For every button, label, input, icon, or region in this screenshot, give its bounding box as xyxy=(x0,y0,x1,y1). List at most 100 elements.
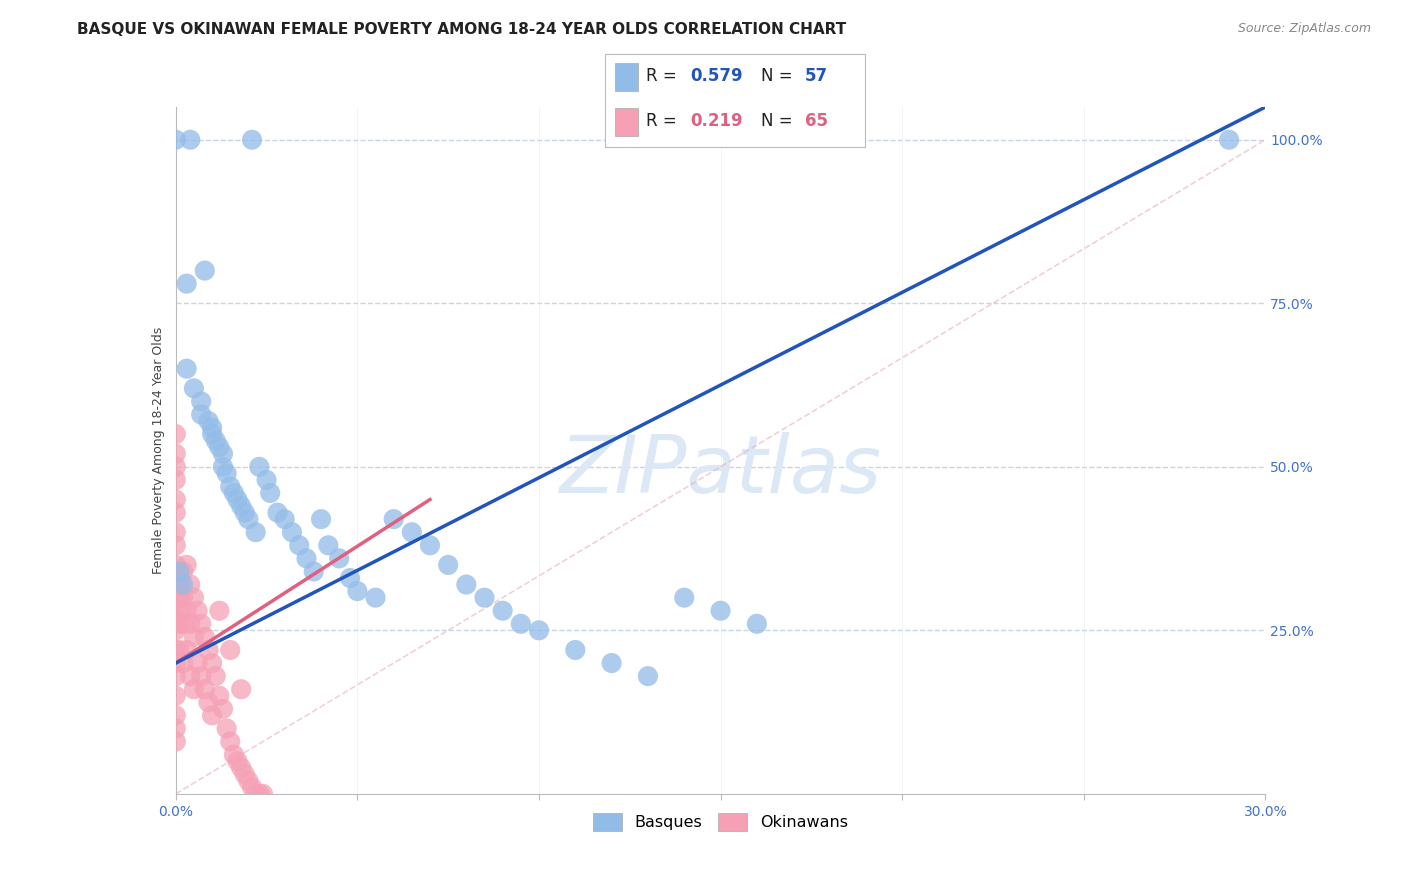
Point xyxy=(212,447,235,461)
Point xyxy=(169,604,191,618)
Point xyxy=(201,427,224,442)
Point xyxy=(176,604,198,618)
Point xyxy=(176,558,198,572)
Point xyxy=(318,538,340,552)
Text: 57: 57 xyxy=(804,67,828,85)
Point xyxy=(165,610,187,624)
Point xyxy=(190,394,212,409)
Point xyxy=(238,512,260,526)
Point xyxy=(266,506,288,520)
Point xyxy=(186,604,209,618)
Point xyxy=(165,689,187,703)
Point xyxy=(165,473,187,487)
Point xyxy=(364,591,387,605)
Point xyxy=(419,538,441,552)
Point xyxy=(190,669,212,683)
Point xyxy=(197,695,219,709)
Point xyxy=(176,361,198,376)
Point xyxy=(233,767,256,781)
Point xyxy=(474,591,496,605)
Point xyxy=(186,656,209,670)
Point xyxy=(172,616,194,631)
Point xyxy=(673,591,696,605)
Point xyxy=(437,558,460,572)
Point xyxy=(215,722,238,736)
Point xyxy=(165,459,187,474)
Point xyxy=(527,624,550,638)
Point xyxy=(212,459,235,474)
Legend: Basques, Okinawans: Basques, Okinawans xyxy=(586,806,855,838)
Point xyxy=(201,420,224,434)
Point xyxy=(222,486,245,500)
Point xyxy=(165,624,187,638)
Point xyxy=(302,565,325,579)
Text: 0.219: 0.219 xyxy=(690,112,742,130)
Text: R =: R = xyxy=(647,112,682,130)
Point xyxy=(208,689,231,703)
Point xyxy=(194,682,217,697)
Point xyxy=(208,604,231,618)
Point xyxy=(165,492,187,507)
Point xyxy=(179,669,201,683)
Y-axis label: Female Poverty Among 18-24 Year Olds: Female Poverty Among 18-24 Year Olds xyxy=(152,326,165,574)
Point xyxy=(169,591,191,605)
Text: BASQUE VS OKINAWAN FEMALE POVERTY AMONG 18-24 YEAR OLDS CORRELATION CHART: BASQUE VS OKINAWAN FEMALE POVERTY AMONG … xyxy=(77,22,846,37)
Point xyxy=(190,616,212,631)
Point xyxy=(382,512,405,526)
Point xyxy=(215,467,238,481)
Point xyxy=(1218,133,1240,147)
Point xyxy=(194,630,217,644)
Point xyxy=(201,708,224,723)
Point xyxy=(339,571,361,585)
Point xyxy=(172,565,194,579)
Point xyxy=(172,656,194,670)
Point xyxy=(183,630,205,644)
Point xyxy=(245,787,267,801)
Point xyxy=(346,584,368,599)
Point xyxy=(240,133,263,147)
Point xyxy=(165,538,187,552)
Point xyxy=(509,616,531,631)
Point xyxy=(194,263,217,277)
Point xyxy=(274,512,297,526)
Text: N =: N = xyxy=(761,112,797,130)
Point xyxy=(165,447,187,461)
Point xyxy=(456,577,478,591)
Point xyxy=(165,708,187,723)
Point xyxy=(328,551,350,566)
Point xyxy=(226,754,249,768)
Point xyxy=(183,381,205,395)
Point xyxy=(222,747,245,762)
Point xyxy=(197,643,219,657)
Point xyxy=(259,486,281,500)
FancyBboxPatch shape xyxy=(614,108,638,136)
Point xyxy=(165,506,187,520)
Point xyxy=(201,656,224,670)
Point xyxy=(247,787,270,801)
Point xyxy=(169,616,191,631)
Text: Source: ZipAtlas.com: Source: ZipAtlas.com xyxy=(1237,22,1371,36)
Point xyxy=(165,591,187,605)
Point xyxy=(219,479,242,493)
Point xyxy=(172,591,194,605)
Point xyxy=(208,440,231,454)
Point xyxy=(295,551,318,566)
Point xyxy=(165,577,187,591)
Point xyxy=(172,577,194,591)
Text: R =: R = xyxy=(647,67,682,85)
Point xyxy=(169,643,191,657)
Text: 65: 65 xyxy=(804,112,828,130)
Point xyxy=(238,773,260,788)
Point xyxy=(176,643,198,657)
Point xyxy=(204,434,226,448)
Point xyxy=(165,669,187,683)
Point xyxy=(247,459,270,474)
Point xyxy=(165,656,187,670)
Point xyxy=(245,525,267,540)
Point xyxy=(710,604,733,618)
Point xyxy=(165,133,187,147)
Point xyxy=(288,538,311,552)
Point xyxy=(179,577,201,591)
Point xyxy=(256,473,278,487)
Point xyxy=(231,761,253,775)
